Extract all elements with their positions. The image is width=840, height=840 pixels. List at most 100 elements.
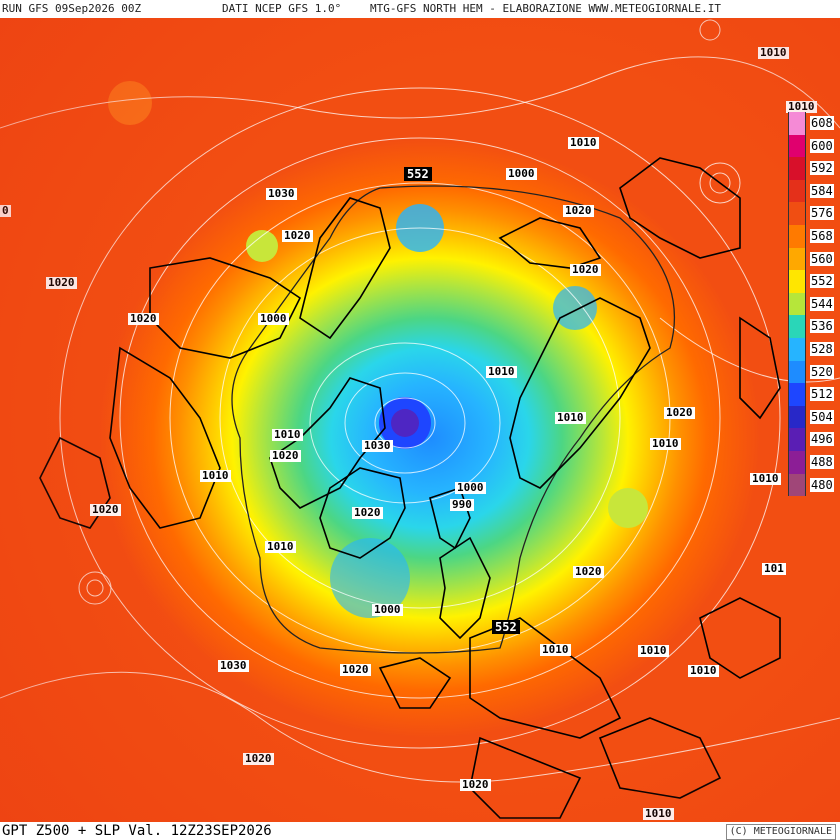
legend-row: 552 <box>784 270 840 293</box>
legend-swatch <box>788 337 806 361</box>
pressure-label: 1030 <box>218 659 249 672</box>
coastlines <box>39 157 781 819</box>
legend-label: 600 <box>810 138 834 153</box>
legend-label: 608 <box>810 116 834 130</box>
legend-swatch <box>788 428 806 451</box>
legend-swatch <box>788 157 806 180</box>
legend-label: 584 <box>810 183 834 198</box>
legend-row: 480 <box>784 473 840 497</box>
legend-swatch <box>788 179 806 203</box>
legend-swatch <box>788 292 806 316</box>
legend-label: 520 <box>810 364 834 379</box>
map-footer: GPT Z500 + SLP Val. 12Z23SEP2026 (C) MET… <box>0 822 840 840</box>
legend-row: 520 <box>784 360 840 384</box>
geopotential-label: 552 <box>404 167 432 181</box>
map-title: GPT Z500 + SLP Val. 12Z23SEP2026 <box>2 823 272 839</box>
weather-map: 1010 1010 1010 1000 1030 1020 0 1020 102… <box>0 18 840 822</box>
pressure-label: 1010 <box>758 46 789 59</box>
isobar-lines <box>0 19 840 783</box>
pressure-label: 1020 <box>664 406 695 419</box>
pressure-label: 1010 <box>638 644 669 657</box>
pressure-label: 1020 <box>563 204 594 217</box>
pressure-label: 1020 <box>570 263 601 276</box>
legend-row: 512 <box>784 383 840 406</box>
legend-swatch <box>788 473 806 497</box>
pressure-label: 1000 <box>506 167 537 180</box>
polar-low-center <box>391 409 419 437</box>
map-header: RUN GFS 09Sep2026 00Z DATI NCEP GFS 1.0°… <box>0 0 840 18</box>
legend-swatch <box>788 450 806 474</box>
legend-swatch <box>788 134 806 158</box>
legend-label: 568 <box>810 228 834 243</box>
pressure-label: 1030 <box>362 439 393 452</box>
legend-row: 608 <box>784 112 840 135</box>
legend-row: 560 <box>784 247 840 271</box>
legend-row: 536 <box>784 315 840 338</box>
low-east-siberia <box>553 286 597 330</box>
legend-row: 488 <box>784 450 840 474</box>
pressure-label: 1030 <box>266 187 297 200</box>
pressure-label: 1010 <box>750 472 781 485</box>
pressure-label: 1020 <box>90 503 121 516</box>
pressure-label: 0 <box>0 204 11 217</box>
legend-swatch <box>788 270 806 293</box>
legend-label: 496 <box>810 432 834 447</box>
pressure-label: 1010 <box>265 540 296 553</box>
pressure-label: 1020 <box>340 663 371 676</box>
legend-label: 480 <box>810 477 834 492</box>
legend-row: 600 <box>784 134 840 158</box>
low-scandinavia <box>330 538 410 618</box>
pressure-label: 1020 <box>243 752 274 765</box>
pressure-label: 1020 <box>352 506 383 519</box>
pressure-label: 1020 <box>270 449 301 462</box>
copyright-notice: (C) METEOGIORNALE <box>725 824 836 840</box>
legend-label: 576 <box>810 206 834 221</box>
pressure-label: 1010 <box>486 365 517 378</box>
pressure-label: 1010 <box>688 664 719 677</box>
run-info: RUN GFS 09Sep2026 00Z <box>2 2 142 15</box>
legend-swatch <box>788 112 806 135</box>
warm-patch <box>108 81 152 125</box>
legend-swatch <box>788 383 806 406</box>
legend-row: 584 <box>784 179 840 203</box>
pressure-label: 1010 <box>650 437 681 450</box>
legend-row: 592 <box>784 157 840 180</box>
map-overlay <box>0 19 840 819</box>
color-legend: 608 600 592 584 576 568 560 552 544 536 528 520 512 5… <box>784 112 840 497</box>
legend-label: 536 <box>810 319 834 334</box>
legend-row: 496 <box>784 428 840 451</box>
legend-swatch <box>788 405 806 429</box>
legend-swatch <box>788 202 806 225</box>
pressure-label: 1020 <box>46 276 77 289</box>
low-arctic-siberia <box>396 204 444 252</box>
pressure-label: 1020 <box>282 229 313 242</box>
pressure-label: 1010 <box>540 643 571 656</box>
legend-label: 512 <box>810 387 834 402</box>
high-pressure-cell-atlantic <box>608 488 648 528</box>
legend-label: 592 <box>810 161 834 176</box>
pressure-label: 1000 <box>455 481 486 494</box>
pressure-label: 1020 <box>573 565 604 578</box>
isoline-552 <box>231 185 676 654</box>
pressure-label: 1020 <box>128 312 159 325</box>
legend-swatch <box>788 360 806 384</box>
polar-low-core <box>379 397 431 449</box>
legend-row: 504 <box>784 405 840 429</box>
legend-swatch <box>788 315 806 338</box>
legend-row: 576 <box>784 202 840 225</box>
pressure-label: 990 <box>450 498 474 511</box>
pressure-label: 1020 <box>460 778 491 791</box>
legend-swatch <box>788 247 806 271</box>
legend-label: 560 <box>810 251 834 266</box>
legend-label: 504 <box>810 409 834 424</box>
legend-row: 544 <box>784 292 840 316</box>
pressure-label: 101 <box>762 562 786 575</box>
pressure-label: 1010 <box>568 136 599 149</box>
legend-row: 568 <box>784 224 840 248</box>
pressure-label: 1010 <box>555 411 586 424</box>
legend-label: 544 <box>810 296 834 311</box>
legend-swatch <box>788 224 806 248</box>
pressure-label: 1000 <box>372 603 403 616</box>
pressure-label: 1010 <box>200 469 231 482</box>
pressure-label: 1000 <box>258 312 289 325</box>
